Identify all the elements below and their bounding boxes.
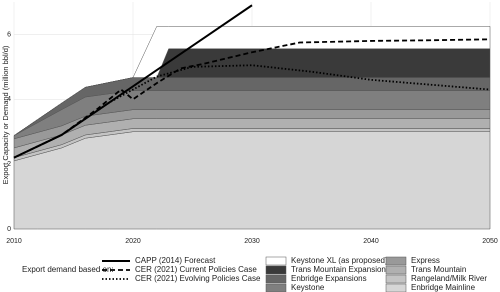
y-tick-label: 4	[7, 96, 11, 103]
legend-label: Trans Mountain Expansion	[291, 265, 386, 274]
legend-title: Export demand based on:	[22, 265, 114, 274]
area	[13, 131, 491, 230]
y-tick-label: 2	[7, 161, 11, 168]
y-tick-label: 0	[7, 226, 11, 233]
y-tick-label: 6	[7, 31, 11, 38]
legend-swatch	[265, 283, 287, 292]
legend-label: CER (2021) Current Policies Case	[135, 265, 257, 274]
legend-swatch	[385, 274, 407, 284]
legend-label: Enbridge Mainline	[411, 283, 476, 292]
x-tick-label: 2010	[6, 238, 22, 245]
legend-label: Express	[411, 256, 440, 265]
y-axis-label: Export Capacity or Demand (million bbl/d…	[1, 45, 10, 184]
x-tick-label: 2040	[363, 238, 379, 245]
legend-swatch	[385, 256, 407, 266]
legend-label: Keystone XL (as proposed)	[291, 256, 388, 265]
legend-label: Enbridge Expansions	[291, 274, 367, 283]
legend-label: Trans Mountain	[411, 265, 466, 274]
legend-label: CER (2021) Evolving Policies Case	[135, 274, 261, 283]
line	[13, 38, 491, 159]
x-tick-label: 2030	[244, 238, 260, 245]
area	[13, 26, 491, 136]
legend-label: Keystone	[291, 283, 325, 292]
legend-swatch	[265, 256, 287, 266]
legend-swatch	[265, 274, 287, 284]
legend-swatch	[265, 265, 287, 275]
legend-label: CAPP (2014) Forecast	[135, 256, 216, 265]
legend-label: Rangeland/Milk River	[411, 274, 487, 283]
legend-swatch	[385, 283, 407, 292]
line	[13, 64, 491, 159]
x-tick-label: 2020	[125, 238, 141, 245]
x-tick-label: 2050	[482, 238, 498, 245]
legend-swatch	[385, 265, 407, 275]
